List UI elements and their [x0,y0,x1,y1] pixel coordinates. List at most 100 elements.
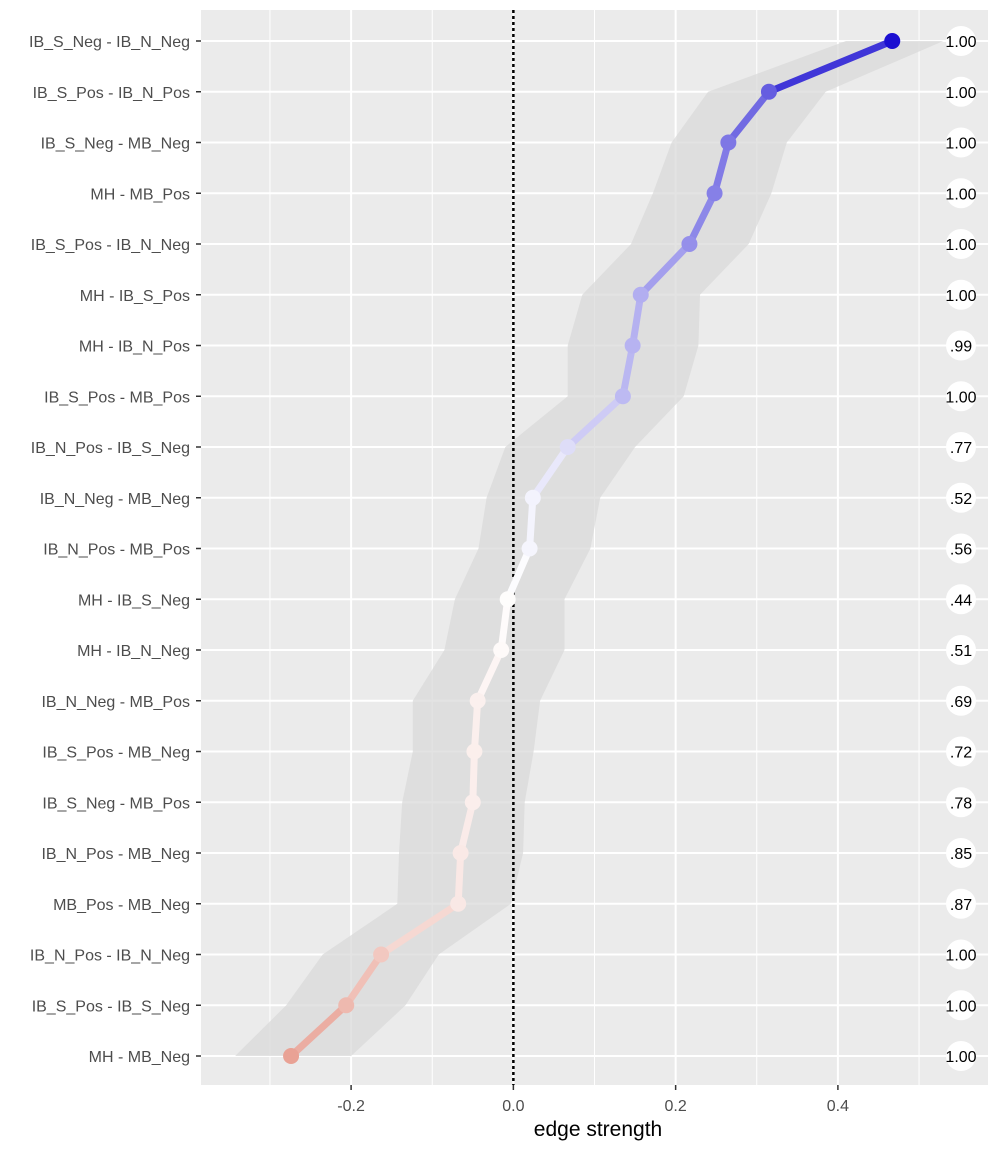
y-tick-label: IB_N_Pos - IB_S_Neg [31,440,190,457]
value-label-bubble [946,635,976,665]
y-tick-label: MB_Pos - MB_Neg [53,897,190,914]
value-label: 1.00 [945,186,976,203]
y-tick-label: IB_N_Neg - MB_Neg [40,491,190,508]
value-label-bubble [946,229,976,259]
line-segment [497,595,512,654]
edge-line-segments [287,37,896,1060]
value-label-bubble [946,838,976,868]
value-label-bubble [946,26,976,56]
value-label-bubble [946,381,976,412]
y-tick-label: IB_N_Pos - IB_N_Neg [30,948,190,965]
value-label-bubble [946,939,976,970]
line-segment [469,748,478,806]
edge-points [283,33,901,1064]
edge-point [720,134,737,151]
y-tick-label: IB_S_Neg - MB_Neg [41,136,190,153]
interval-band [235,41,944,1056]
line-segment [526,494,537,552]
value-labels: 1.00 1.00 1.00 1.00 1.00 1.00 .99 1.00 .77 .52 .56… [945,26,977,1071]
edge-point [760,83,777,100]
value-label: .87 [950,897,972,914]
value-label: 1.00 [945,288,976,305]
edge-point [493,642,510,658]
value-label-bubble [946,482,976,513]
x-tick-label: 0.4 [827,1098,849,1115]
y-tick-label: MH - MB_Neg [89,1049,190,1066]
line-segment [377,900,462,958]
value-label-bubble [946,888,976,919]
edge-point [524,489,541,506]
value-label-bubble [946,330,976,361]
y-tick-label: MH - IB_N_Pos [79,339,190,356]
value-label: .52 [950,491,972,508]
edge-point [624,337,641,354]
value-label-bubble [946,178,976,209]
value-label: 1.00 [945,1049,976,1066]
line-segment [454,849,465,908]
value-label-bubble [946,787,976,818]
edge-point [464,794,481,811]
value-label: .51 [950,643,972,660]
edge-point [499,591,516,608]
edge-point [338,997,355,1014]
y-tick-label: IB_S_Pos - MB_Neg [42,745,190,762]
line-segment [564,392,627,451]
value-label-bubble [946,76,976,107]
value-label-bubble [946,1041,976,1071]
y-tick-label: IB_S_Pos - MB_Pos [44,389,190,406]
value-label-bubble [946,432,976,462]
x-axis-title: edge strength [534,1118,662,1141]
y-tick-label: IB_S_Pos - IB_N_Pos [33,85,190,102]
x-tick-label: -0.2 [337,1098,365,1115]
value-label: 1.00 [945,389,976,406]
y-tick-label: IB_N_Pos - MB_Pos [43,542,190,559]
edge-point [452,845,469,861]
line-segment [529,443,572,502]
value-label: .77 [950,440,972,457]
value-label-bubble [946,279,976,310]
value-label: .99 [950,339,972,356]
edge-point [373,946,390,963]
y-tick-label: IB_S_Neg - MB_Pos [42,795,190,812]
edge-point [466,743,483,760]
x-tick-label: 0.2 [665,1098,687,1115]
value-label: 1.00 [945,34,976,51]
line-segment [504,545,534,603]
y-tick-label: MH - MB_Pos [90,186,190,203]
edge-point [283,1048,300,1064]
y-axis-tick-labels: IB_S_Neg - IB_N_Neg IB_S_Pos - IB_N_Pos IB… [29,34,201,1066]
line-segment [457,798,477,857]
value-label: .72 [950,745,972,762]
edge-point [521,540,538,557]
line-segment [637,240,693,299]
line-segment [685,189,719,248]
y-tick-label: IB_S_Pos - IB_S_Neg [32,998,190,1015]
value-label-bubble [946,736,976,767]
edge-point [469,692,486,709]
line-segment [724,88,773,146]
y-tick-label: MH - IB_N_Neg [77,643,190,660]
value-label: 1.00 [945,998,976,1015]
value-label: .78 [950,795,972,812]
x-tick-label: 0.0 [502,1098,524,1115]
line-segment [470,697,482,755]
line-segment [342,951,385,1009]
value-label-bubble [946,533,976,564]
value-label: 1.00 [945,948,976,965]
value-label: .69 [950,694,972,711]
line-segment [629,291,645,349]
edge-point [632,286,649,303]
value-label-bubble [946,990,976,1021]
value-label: .56 [950,542,972,559]
edge-point [559,439,576,455]
line-segment [474,646,505,705]
edge-point [884,33,901,49]
y-tick-label: IB_S_Pos - IB_N_Neg [31,237,190,254]
line-segment [765,37,896,96]
value-label: 1.00 [945,136,976,153]
line-segment [287,1001,350,1060]
line-segment [711,139,732,197]
x-axis-tick-labels: -0.2 0.0 0.2 0.4 [337,1085,849,1115]
y-tick-label: IB_N_Pos - MB_Neg [41,846,190,863]
